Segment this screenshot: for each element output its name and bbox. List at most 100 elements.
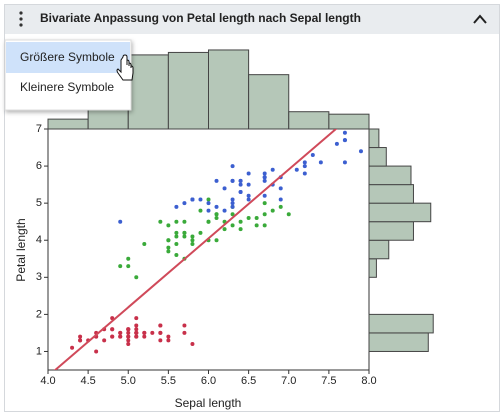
histogram-bar bbox=[368, 239, 390, 260]
histogram-bar bbox=[368, 147, 387, 167]
scatter-point bbox=[238, 182, 243, 187]
y-tick-label: 7 bbox=[36, 123, 42, 135]
scatter-point bbox=[174, 219, 179, 224]
scatter-point bbox=[246, 197, 251, 202]
scatter-point bbox=[174, 230, 179, 235]
scatter-point bbox=[246, 193, 251, 198]
scatter-point bbox=[190, 234, 195, 239]
scatter-point bbox=[118, 264, 123, 269]
scatter-point bbox=[198, 197, 203, 202]
scatter-point bbox=[174, 234, 179, 239]
scatter-point bbox=[278, 197, 283, 202]
header-bar bbox=[5, 5, 499, 34]
histogram-bar bbox=[368, 128, 380, 149]
menu-button[interactable] bbox=[19, 11, 23, 27]
histogram-bar bbox=[127, 54, 169, 130]
scatter-point bbox=[118, 219, 123, 224]
scatter-point bbox=[214, 238, 219, 243]
scatter-point bbox=[342, 130, 347, 135]
scatter-point bbox=[118, 330, 123, 335]
menu-highlight bbox=[6, 42, 130, 73]
scatter-point bbox=[342, 138, 347, 143]
scatter-point bbox=[158, 219, 163, 224]
scatter-point bbox=[182, 201, 187, 206]
scatter-point bbox=[118, 334, 123, 339]
fit-line bbox=[53, 129, 338, 370]
scatter-point bbox=[230, 212, 235, 217]
scatter-point bbox=[262, 171, 267, 176]
y-tick-label: 2 bbox=[36, 308, 42, 320]
scatter-point bbox=[286, 212, 291, 217]
scatter-point bbox=[302, 164, 307, 169]
scatter-point bbox=[270, 167, 275, 172]
scatter-point bbox=[230, 178, 235, 183]
scatter-point bbox=[166, 249, 171, 254]
scatter-point bbox=[214, 178, 219, 183]
x-tick-label: 8.0 bbox=[361, 375, 376, 387]
x-axis-title: Sepal length bbox=[175, 396, 242, 410]
histogram-bar bbox=[208, 49, 250, 130]
scatter-point bbox=[246, 171, 251, 176]
scatter-point bbox=[78, 338, 83, 343]
scatter-point bbox=[318, 160, 323, 165]
scatter-point bbox=[182, 219, 187, 224]
scatter-point bbox=[182, 330, 187, 335]
scatter-point bbox=[230, 201, 235, 206]
scatter-point bbox=[158, 323, 163, 328]
y-tick-label: 4 bbox=[36, 234, 42, 246]
scatter-point bbox=[134, 275, 139, 280]
scatter-point bbox=[166, 338, 171, 343]
scatter-point bbox=[238, 178, 243, 183]
scatter-point bbox=[190, 238, 195, 243]
scatter-point bbox=[334, 141, 339, 146]
histogram-bar bbox=[248, 74, 290, 130]
histogram-bar bbox=[288, 111, 330, 130]
scatter-point bbox=[222, 186, 227, 191]
scatter-point bbox=[182, 323, 187, 328]
scatter-point bbox=[262, 201, 267, 206]
scatter-point bbox=[222, 227, 227, 232]
scatter-point bbox=[262, 193, 267, 198]
scatter-point bbox=[166, 334, 171, 339]
scatter-point bbox=[174, 253, 179, 258]
scatter-point bbox=[238, 227, 243, 232]
scatter-point bbox=[166, 245, 171, 250]
chart: Sepal length Petal length 4.0 4.5 5.0 5.5 6.… bbox=[14, 49, 434, 410]
scatter-point bbox=[134, 323, 139, 328]
scatter-point bbox=[198, 208, 203, 213]
scatter-point bbox=[230, 197, 235, 202]
y-tick-label: 1 bbox=[36, 345, 42, 357]
histogram-bar bbox=[368, 202, 432, 223]
x-tick-label: 5.0 bbox=[121, 375, 136, 387]
scatter-point bbox=[126, 334, 131, 339]
histogram-bar bbox=[167, 51, 209, 130]
scatter-point bbox=[302, 171, 307, 176]
y-axis-title: Petal length bbox=[14, 218, 28, 281]
x-tick-label: 5.5 bbox=[161, 375, 176, 387]
scatter-point bbox=[174, 204, 179, 209]
scatter-point bbox=[294, 167, 299, 172]
scatter-point bbox=[278, 204, 283, 209]
scatter-point bbox=[70, 345, 75, 350]
scatter-point bbox=[238, 219, 243, 224]
scatter-point bbox=[254, 215, 259, 220]
histogram-bar bbox=[47, 118, 89, 130]
scatter-point bbox=[174, 241, 179, 246]
scatter-point bbox=[206, 197, 211, 202]
header-title: Bivariate Anpassung von Petal length nac… bbox=[40, 11, 361, 25]
scatter-point bbox=[302, 160, 307, 165]
menu-item[interactable]: Größere Symbole bbox=[20, 50, 115, 64]
histogram-bar bbox=[368, 332, 429, 352]
scatter-point bbox=[142, 334, 147, 339]
scatter-point bbox=[270, 208, 275, 213]
collapse-button[interactable] bbox=[473, 14, 487, 24]
scatter-point bbox=[214, 204, 219, 209]
scatter-point bbox=[222, 208, 227, 213]
scatter-point bbox=[182, 234, 187, 239]
scatter-point bbox=[166, 223, 171, 228]
menu-item[interactable]: Kleinere Symbole bbox=[20, 80, 114, 94]
x-tick-label: 4.5 bbox=[80, 375, 95, 387]
scatter-point bbox=[246, 215, 251, 220]
scatter-point bbox=[110, 327, 115, 332]
x-tick-label: 4.0 bbox=[40, 375, 55, 387]
